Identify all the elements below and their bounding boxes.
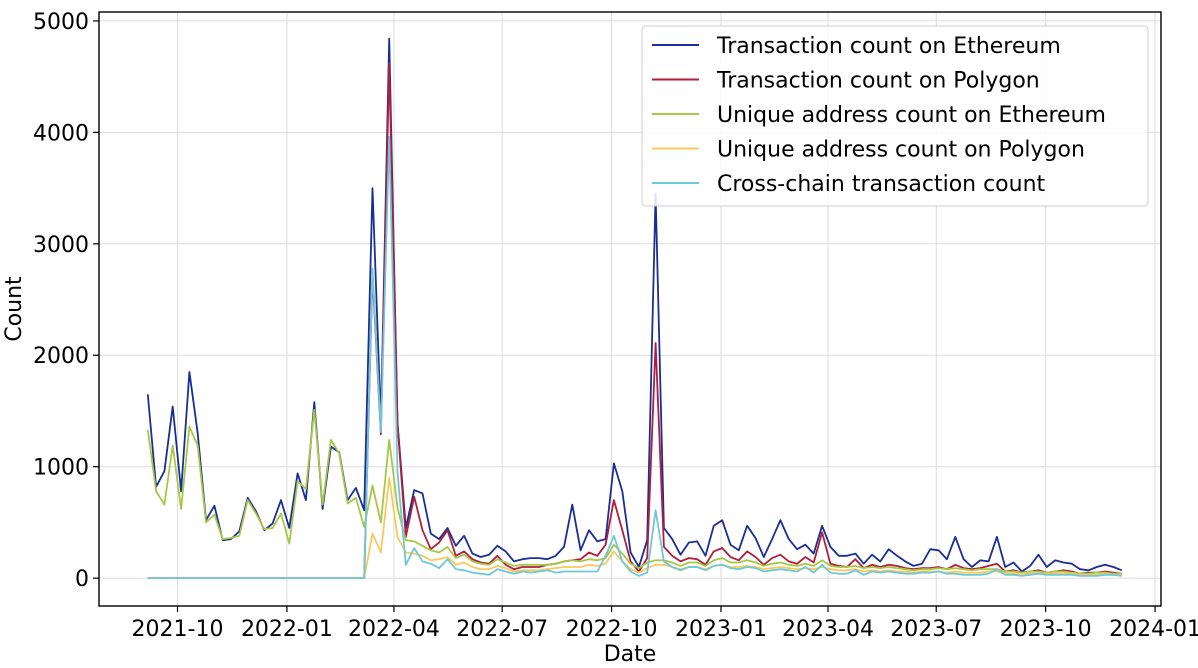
legend-entry: Transaction count on Polygon — [716, 69, 1040, 94]
legend-entry: Transaction count on Ethereum — [716, 34, 1061, 59]
x-tick-label: 2022-10 — [566, 617, 658, 642]
x-tick-label: 2023-10 — [1000, 617, 1092, 642]
legend-entry: Cross-chain transaction count — [717, 172, 1046, 197]
x-tick-label: 2021-10 — [132, 617, 224, 642]
x-tick-label: 2024-01 — [1109, 617, 1198, 642]
x-tick-label: 2022-04 — [348, 617, 440, 642]
x-axis-ticks: 2021-10 2022-01 2022-04 2022-07 2022-10 2023-… — [132, 606, 1198, 642]
x-tick-label: 2023-04 — [782, 617, 874, 642]
x-tick-label: 2023-01 — [675, 617, 767, 642]
y-tick-label: 4000 — [33, 121, 89, 146]
y-tick-label: 3000 — [33, 233, 89, 258]
x-tick-label: 2023-07 — [890, 617, 982, 642]
y-axis-label: Count — [2, 276, 27, 342]
series-line — [146, 408, 1122, 575]
y-tick-label: 5000 — [33, 10, 89, 35]
y-tick-label: 1000 — [33, 456, 89, 481]
y-tick-label: 2000 — [33, 344, 89, 369]
x-axis-label: Date — [604, 642, 657, 667]
legend-entry: Unique address count on Ethereum — [717, 103, 1106, 128]
x-tick-label: 2022-01 — [241, 617, 333, 642]
legend: Transaction count on Ethereum Transaction… — [641, 25, 1149, 207]
y-axis-ticks: 0 1000 2000 3000 4000 5000 — [33, 10, 99, 592]
series-line — [147, 135, 1122, 579]
legend-entry: Unique address count on Polygon — [717, 138, 1085, 163]
y-tick-label: 0 — [75, 567, 89, 592]
plot-area-frame — [98, 11, 1162, 607]
x-tick-label: 2022-07 — [456, 617, 548, 642]
series-lines — [146, 37, 1123, 579]
legend-box — [641, 25, 1149, 207]
